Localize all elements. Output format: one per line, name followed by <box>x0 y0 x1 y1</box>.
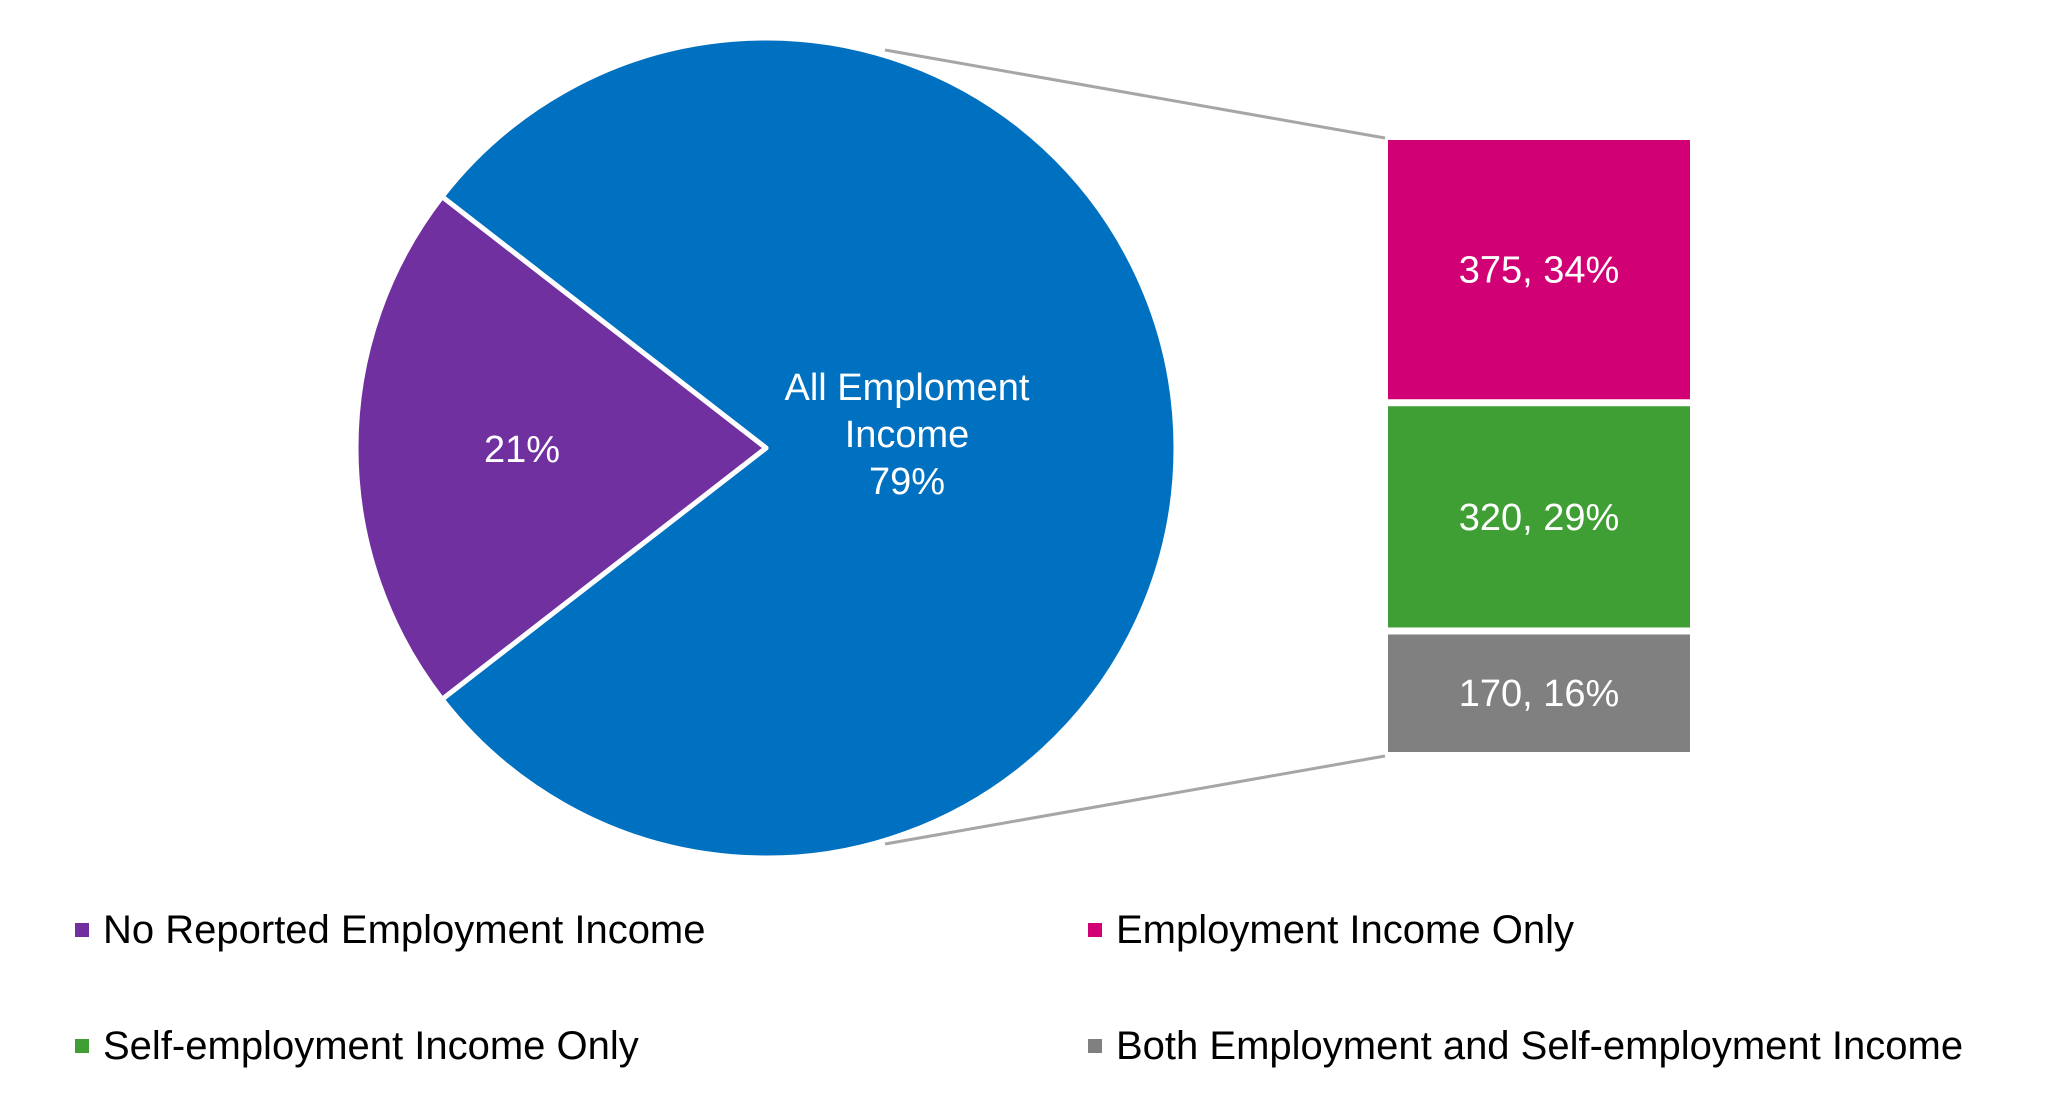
bar-segment-self-employment-income-only <box>1388 406 1690 628</box>
legend-swatch <box>1088 923 1102 937</box>
pie-label-all-emploment-income: All Emploment Income 79% <box>785 367 1030 503</box>
bar-label-self-employment-income-only: 320, 29% <box>1459 497 1620 539</box>
legend-item-self-employment-income-only: Self-employment Income Only <box>75 1016 639 1076</box>
bar-segment-employment-income-only <box>1388 140 1690 400</box>
bar-label-both-employment-and-self-employment-income: 170, 16% <box>1459 673 1620 715</box>
legend-item-both-employment-and-self-employment-income: Both Employment and Self-employment Inco… <box>1088 1016 1963 1076</box>
connector-line-bottom <box>884 754 1386 846</box>
pie-slice-all-emploment-income <box>439 35 1179 861</box>
pie-label-no-reported-employment-income: 21% <box>484 429 560 471</box>
legend-label: Both Employment and Self-employment Inco… <box>1116 1023 1964 1068</box>
legend-item-no-reported-employment-income: No Reported Employment Income <box>75 900 706 960</box>
legend: No Reported Employment Income Employment … <box>0 880 2057 1094</box>
bar-label-employment-income-only: 375, 34% <box>1459 250 1620 292</box>
legend-swatch <box>75 923 89 937</box>
legend-swatch <box>1088 1039 1102 1053</box>
legend-swatch <box>75 1039 89 1053</box>
legend-item-employment-income-only: Employment Income Only <box>1088 900 1574 960</box>
legend-label: Employment Income Only <box>1116 907 1574 952</box>
pie-slice-no-reported-employment-income <box>353 194 769 702</box>
legend-label: Self-employment Income Only <box>103 1023 639 1068</box>
legend-label: No Reported Employment Income <box>103 907 706 952</box>
bar-segment-both-employment-and-self-employment-income <box>1388 634 1690 752</box>
bar-of-pie-chart: All Emploment Income 79% 21% 375, 34% 320, 29… <box>353 35 1690 861</box>
connector-line-top <box>884 48 1386 140</box>
